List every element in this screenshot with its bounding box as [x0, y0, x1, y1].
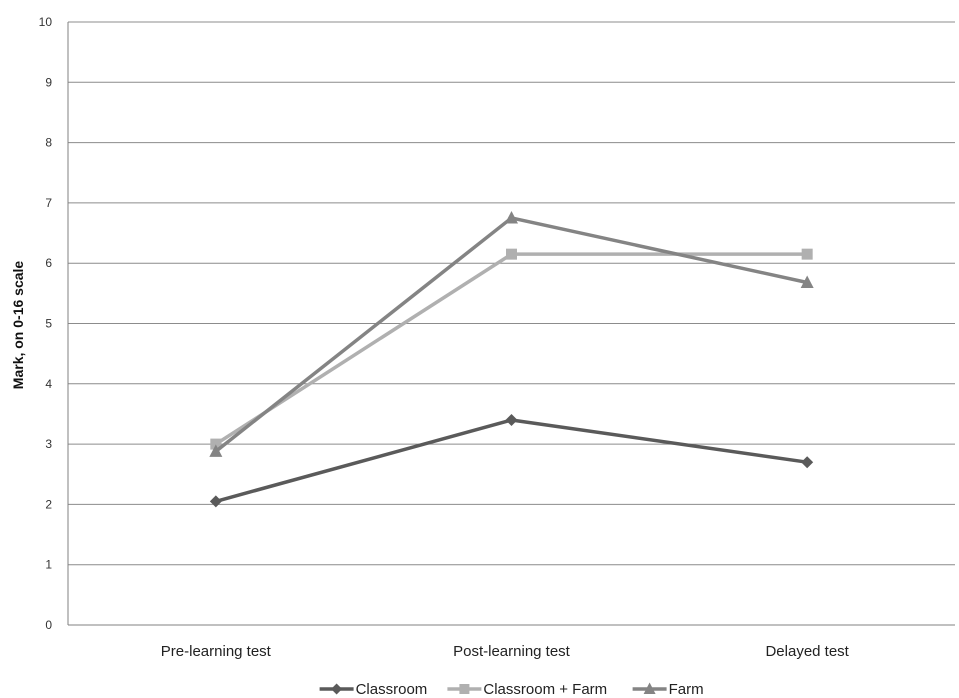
legend: Classroom Classroom + Farm Farm: [319, 681, 704, 698]
data-point-classroom: [209, 495, 222, 508]
y-tick-label: 5: [45, 317, 52, 331]
y-tick-label: 9: [45, 75, 52, 89]
gridlines: [67, 21, 955, 626]
data-point-classroom: [505, 413, 518, 426]
data-point-farm: [505, 210, 518, 224]
legend-label: Classroom + Farm: [483, 681, 607, 698]
y-tick-label: 2: [45, 497, 52, 511]
legend-label: Farm: [669, 681, 704, 698]
series-classroom-farm: [210, 248, 813, 450]
y-tick-label: 0: [45, 618, 52, 632]
legend-marker-farm: [643, 682, 656, 694]
y-tick-label: 7: [45, 196, 52, 210]
y-tick-labels: 0 1 2 3 4 5 6 7 8 9 10: [39, 15, 53, 632]
legend-item-farm: Farm: [632, 681, 704, 698]
data-point-classroom-farm: [506, 248, 517, 260]
legend-label: Classroom: [356, 681, 428, 698]
data-point-farm: [209, 444, 223, 457]
series-farm: [209, 210, 814, 457]
y-tick-label: 8: [45, 136, 52, 150]
series-line-classroom: [215, 418, 808, 504]
y-tick-label: 3: [45, 437, 52, 451]
legend-item-classroom-farm: Classroom + Farm: [447, 681, 607, 698]
x-tick-labels: Pre-learning test Post-learning test Delay…: [161, 643, 850, 660]
y-tick-label: 1: [45, 558, 52, 572]
y-axis-title: Mark, on 0-16 scale: [10, 261, 26, 390]
y-tick-label: 4: [45, 377, 52, 391]
data-point-classroom: [801, 456, 814, 469]
x-tick-label: Post-learning test: [453, 643, 571, 660]
series-classroom: [209, 413, 814, 508]
data-point-farm: [800, 275, 814, 288]
legend-marker-classroom-farm: [459, 684, 470, 694]
legend-marker-classroom: [331, 683, 343, 695]
legend-item-classroom: Classroom: [319, 681, 428, 698]
x-tick-label: Pre-learning test: [161, 643, 272, 660]
y-tick-label: 6: [45, 256, 52, 270]
series-lines: [209, 210, 814, 508]
x-tick-label: Delayed test: [765, 643, 849, 660]
y-tick-label: 10: [39, 15, 53, 29]
data-point-classroom-farm: [210, 438, 222, 450]
data-point-classroom-farm: [801, 248, 813, 260]
